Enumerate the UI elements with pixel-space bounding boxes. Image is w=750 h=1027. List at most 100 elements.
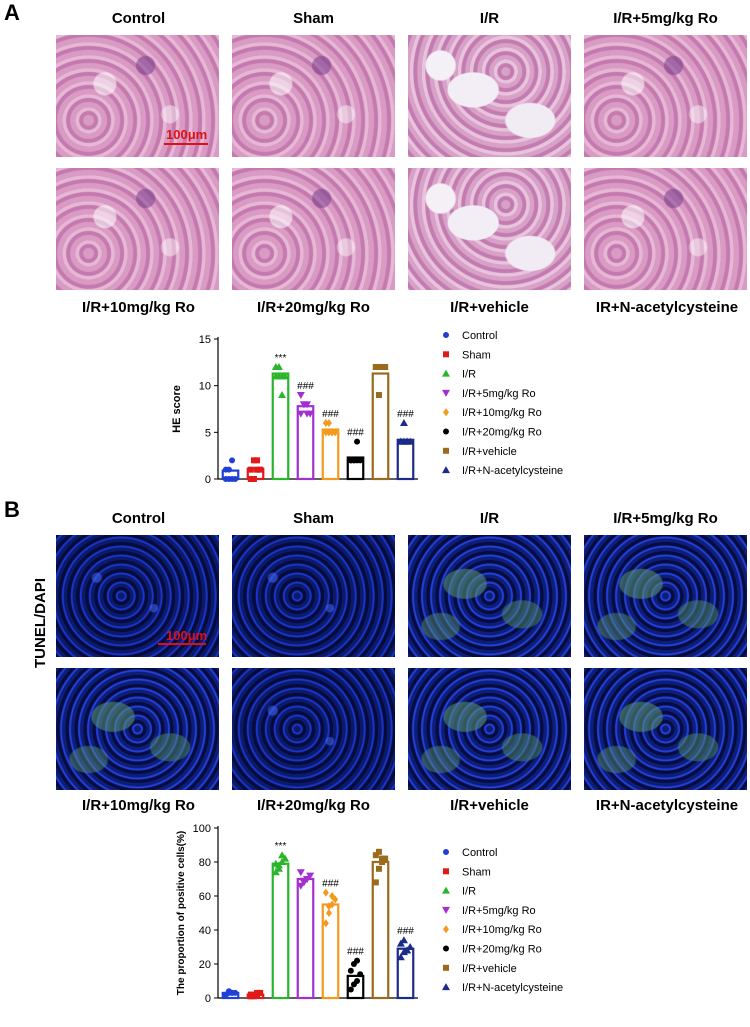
data-point: [406, 943, 415, 950]
panel-a-label-ir: I/R: [479, 10, 500, 27]
he-scale-bar: [164, 143, 208, 145]
data-point: [325, 428, 332, 437]
panel-a-label-ir-nac: IR+N-acetylcysteine: [595, 299, 739, 316]
y-tick-label: 100: [193, 823, 211, 835]
data-point: [296, 410, 305, 418]
tunel-dapi-label: TUNEL/DAPI: [32, 578, 49, 668]
legend-marker: [442, 886, 450, 894]
bar: [296, 405, 315, 481]
he-image-ir-nac: [584, 168, 747, 290]
data-point: [375, 848, 382, 855]
panel-b-label-control: Control: [111, 510, 166, 527]
data-point: [303, 876, 312, 883]
y-tick-label: 80: [199, 857, 211, 869]
data-point: [225, 466, 232, 473]
panel-a-letter: A: [4, 0, 20, 25]
bar: [371, 372, 390, 481]
data-point: [299, 401, 308, 409]
panel-a-label-ir-10mg: I/R+10mg/kg Ro: [82, 299, 195, 316]
data-point: [247, 476, 254, 482]
panel-b-label-ir-nac: IR+N-acetylcysteine: [595, 797, 739, 814]
tunel-image-ir: [408, 535, 571, 657]
legend-marker: [443, 868, 449, 875]
data-point: [325, 909, 332, 917]
data-point: [350, 457, 357, 464]
panel-b-label-ir: I/R: [479, 510, 500, 527]
tunel-image-sham: [232, 535, 395, 657]
y-axis-label: HE score: [171, 385, 183, 433]
data-point: [372, 364, 379, 370]
legend-marker: [443, 351, 449, 358]
data-point: [229, 457, 236, 464]
data-point: [372, 852, 379, 859]
data-point: [396, 437, 405, 445]
data-point: [372, 879, 379, 886]
data-point: [382, 364, 389, 370]
legend-entry: I/R: [462, 886, 476, 898]
he-image-sham: [232, 35, 395, 157]
significance-label: ###: [347, 947, 364, 958]
y-tick-label: 0: [205, 993, 211, 1005]
tunel-image-ir-nac: [584, 668, 747, 790]
data-point: [379, 855, 386, 862]
he-image-ir-vehicle: [408, 168, 571, 290]
data-point: [296, 882, 305, 890]
data-point: [274, 363, 283, 370]
data-point: [271, 859, 280, 867]
tunel-image-ir-20mg: [232, 668, 395, 790]
data-point: [296, 392, 305, 399]
panel-b-label-ir-10mg: I/R+10mg/kg Ro: [82, 797, 195, 814]
he-image-ir-10mg: [56, 168, 219, 290]
data-point: [347, 967, 354, 974]
data-point: [375, 364, 382, 370]
data-point: [396, 953, 405, 961]
legend-marker: [443, 428, 449, 435]
positive-cells-chart: The proportion of positive cells(%) 0 20 40…: [176, 823, 563, 1005]
panel-a-label-ir-20mg: I/R+20mg/kg Ro: [257, 299, 370, 316]
tunel-image-ir-5mg: [584, 535, 747, 657]
bar: [396, 438, 415, 481]
panel-b-label-sham: Sham: [293, 510, 334, 527]
panel-b-label-ir-20mg: I/R+20mg/kg Ro: [257, 797, 370, 814]
y-tick-label: 0: [205, 474, 211, 486]
data-point: [325, 419, 332, 427]
legend-entry: I/R: [462, 369, 476, 381]
panel-b-letter: B: [4, 497, 20, 522]
data-point: [274, 864, 283, 872]
legend-entry: I/R+20mg/kg Ro: [462, 427, 542, 439]
data-point: [254, 989, 261, 996]
legend-entry: Control: [462, 847, 497, 859]
he-image-ir: [408, 35, 571, 157]
y-tick-label: 5: [205, 427, 211, 439]
data-point: [322, 888, 329, 897]
tunel-image-control: [56, 535, 219, 657]
significance-label: ###: [397, 926, 414, 937]
legend-marker: [442, 906, 450, 914]
data-point: [403, 946, 412, 954]
legend-entry: I/R+vehicle: [462, 446, 517, 458]
data-point: [296, 869, 305, 877]
bar: [346, 456, 365, 481]
data-point: [250, 457, 257, 464]
data-point: [325, 902, 332, 911]
tunel-image-ir-10mg: [56, 668, 219, 790]
data-point: [322, 919, 329, 928]
data-point: [332, 428, 339, 437]
legend-marker: [443, 964, 449, 971]
data-point: [322, 428, 329, 437]
data-point: [375, 392, 382, 398]
legend-entry: I/R+5mg/kg Ro: [462, 905, 536, 917]
data-point: [354, 957, 361, 964]
data-point: [329, 892, 336, 900]
data-point: [299, 879, 308, 887]
legend-marker: [443, 925, 449, 934]
panel-b-label-ir-5mg: I/R+5mg/kg Ro: [613, 510, 718, 527]
bar: [271, 862, 290, 1000]
data-point: [329, 428, 336, 437]
data-point: [247, 991, 254, 998]
significance-label: ###: [322, 879, 339, 890]
legend-marker: [442, 369, 450, 377]
y-tick-label: 40: [199, 925, 211, 937]
legend-entry: I/R+N-acetylcysteine: [462, 465, 563, 477]
data-point: [329, 900, 336, 909]
